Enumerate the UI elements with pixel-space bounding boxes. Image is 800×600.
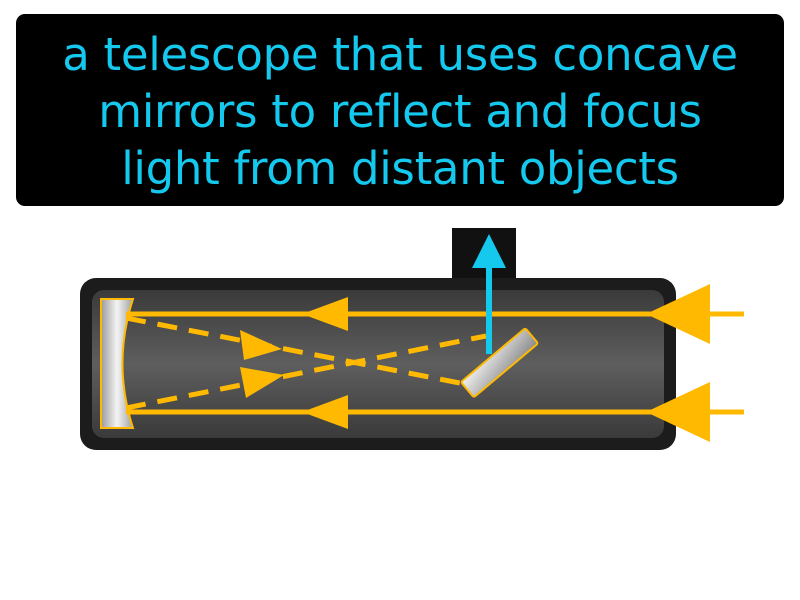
caption-line-3: light from distant objects <box>121 142 679 195</box>
ray-arrow-top-right <box>646 284 710 344</box>
secondary-flat-mirror <box>460 327 539 398</box>
reflected-ray-down <box>125 315 471 388</box>
reflected-arrow-up <box>240 367 284 398</box>
telescope-tube-inner <box>92 290 664 438</box>
definition-caption: a telescope that uses concave mirrors to… <box>16 14 784 206</box>
ray-arrow-top-middle <box>302 297 348 331</box>
ray-arrow-bottom-middle <box>302 395 348 429</box>
primary-concave-mirror <box>100 298 135 429</box>
reflected-ray-up <box>125 333 487 411</box>
caption-line-2: mirrors to reflect and focus <box>98 85 702 138</box>
ray-arrow-bottom-right <box>646 382 710 442</box>
output-arrow-icon <box>472 234 506 268</box>
caption-line-1: a telescope that uses concave <box>62 28 738 81</box>
reflected-arrow-down <box>240 330 282 360</box>
